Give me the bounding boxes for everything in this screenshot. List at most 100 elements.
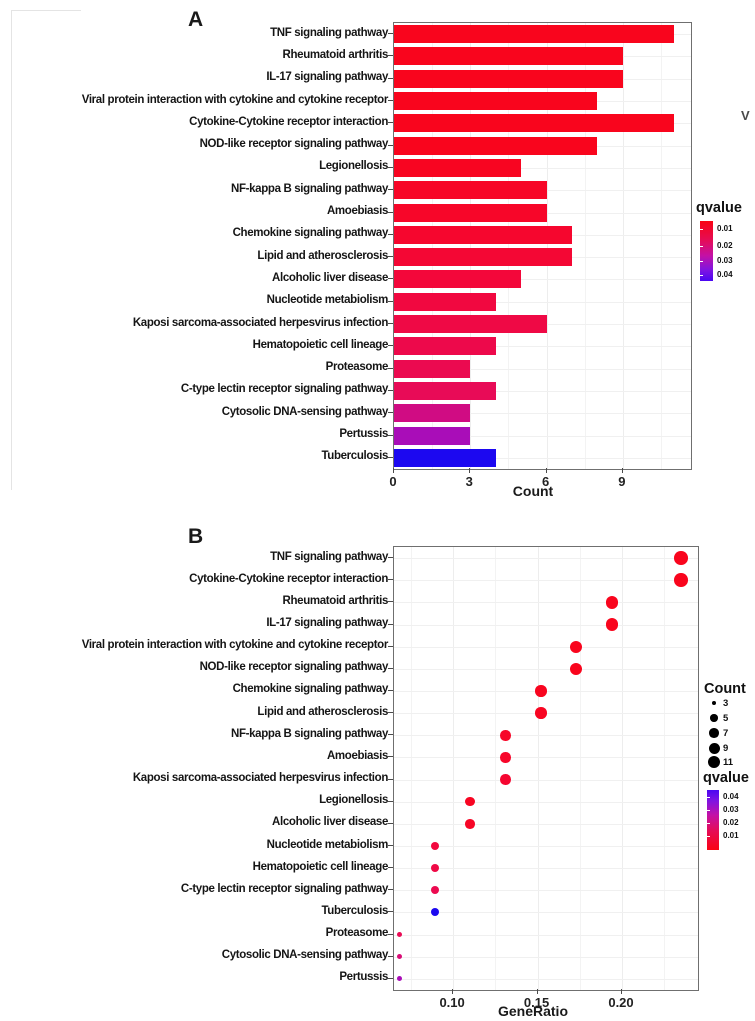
bar [394,337,496,356]
category-label: Pertussis [339,971,388,984]
data-dot [430,886,439,895]
y-tick-mark [388,166,393,168]
gridline-row [394,912,698,914]
x-tick-label: 0.10 [439,995,465,1010]
gridline-row [394,735,698,737]
gridline-x-minor [508,23,510,469]
category-label: Cytokine-Cytokine receptor interaction [189,115,388,128]
y-tick-mark [388,100,393,102]
panel-a-colorbar [700,221,713,281]
category-label: Nucleotide metabiolism [266,294,389,307]
category-label: Alcoholic liver disease [272,816,388,829]
colorbar-tick-mark [700,229,703,230]
gridline-x-minor [579,547,581,990]
category-label: Nucleotide metabiolism [266,838,389,851]
data-dot [396,976,402,982]
y-tick-mark [388,278,393,280]
colorbar-tick-label: 0.04 [717,270,733,279]
data-dot [430,864,439,873]
gridline-row [394,413,691,415]
bar [394,292,496,311]
category-label: Viral protein interaction with cytokine … [81,639,389,652]
x-tick-label: 9 [618,474,626,489]
category-label: C-type lectin receptor signaling pathway [180,383,388,396]
gridline-row [394,558,698,560]
category-label: Legionellosis [319,160,388,173]
category-label: Kaposi sarcoma-associated herpesvirus in… [132,316,389,329]
y-tick-mark [388,689,393,691]
y-tick-mark [388,889,393,891]
panel-b-qvalue-legend-title: qvalue [703,770,749,786]
gridline-x-major [546,23,548,469]
data-dot [500,752,511,763]
data-dot [396,954,402,960]
data-dot [570,640,583,653]
y-tick-mark [388,189,393,191]
y-tick-mark [388,434,393,436]
colorbar-tick-mark [707,823,710,824]
x-tick-label: 0 [389,474,397,489]
y-tick-mark [388,933,393,935]
y-tick-mark [388,822,393,824]
gridline-row [394,580,698,582]
clipped-text-fragment: V [741,108,750,123]
y-tick-mark [388,122,393,124]
category-label: Proteasome [325,361,389,374]
category-label: Chemokine signaling pathway [232,683,389,696]
y-tick-mark [388,412,393,414]
colorbar-tick-label: 0.01 [723,831,739,840]
gridline-x-major [470,23,472,469]
gridline-row [394,801,698,803]
y-tick-mark [388,778,393,780]
x-tick-label: 0.15 [523,995,550,1010]
bar [394,114,674,133]
crop-edge-line-top [11,10,81,11]
colorbar-tick-mark [707,836,710,837]
gridline-x-major [453,547,455,990]
category-label: Hematopoietic cell lineage [252,338,389,351]
colorbar-tick-label: 0.02 [717,241,733,250]
legend-count-dot [711,700,717,706]
y-tick-mark [388,323,393,325]
category-label: C-type lectin receptor signaling pathway [180,882,388,895]
gridline-x-major [622,547,623,990]
category-label: Cytosolic DNA-sensing pathway [221,949,389,962]
x-tick-mark [621,989,622,994]
x-tick-label: 0.20 [608,995,634,1010]
y-tick-mark [388,367,393,369]
y-tick-mark [388,300,393,302]
gridline-x-minor [660,23,662,469]
bar [394,92,598,111]
category-label: NOD-like receptor signaling pathway [199,661,389,674]
bar [394,426,471,445]
gridline-row [394,167,691,169]
y-tick-mark [388,712,393,714]
y-tick-mark [388,911,393,913]
panel-a-label: A [188,8,204,31]
panel-b-axes-layer: TNF signaling pathway Cytokine-Cytokine r… [0,510,755,1021]
bar [394,203,547,222]
data-dot [570,662,583,675]
category-label: Alcoholic liver disease [272,271,388,284]
category-label: Chemokine signaling pathway [232,227,389,240]
panel-a-legend-title: qvalue [696,200,742,216]
gridline-row [394,435,691,437]
y-tick-mark [388,389,393,391]
colorbar-tick-label: 0.03 [723,805,739,814]
gridline-row [394,346,691,348]
bar [394,69,623,88]
colorbar-tick-mark [707,810,710,811]
category-label: TNF signaling pathway [270,550,388,563]
category-label: Tuberculosis [321,904,388,917]
gridline-row [394,890,698,892]
y-tick-mark [388,144,393,146]
data-dot [674,573,688,587]
gridline-x-major [622,23,624,469]
gridline-row [394,646,698,648]
data-dot [605,596,619,609]
data-dot [500,774,511,785]
x-tick-mark [536,989,538,994]
gridline-row [394,368,691,370]
data-dot [465,796,475,807]
y-tick-mark [388,734,393,736]
